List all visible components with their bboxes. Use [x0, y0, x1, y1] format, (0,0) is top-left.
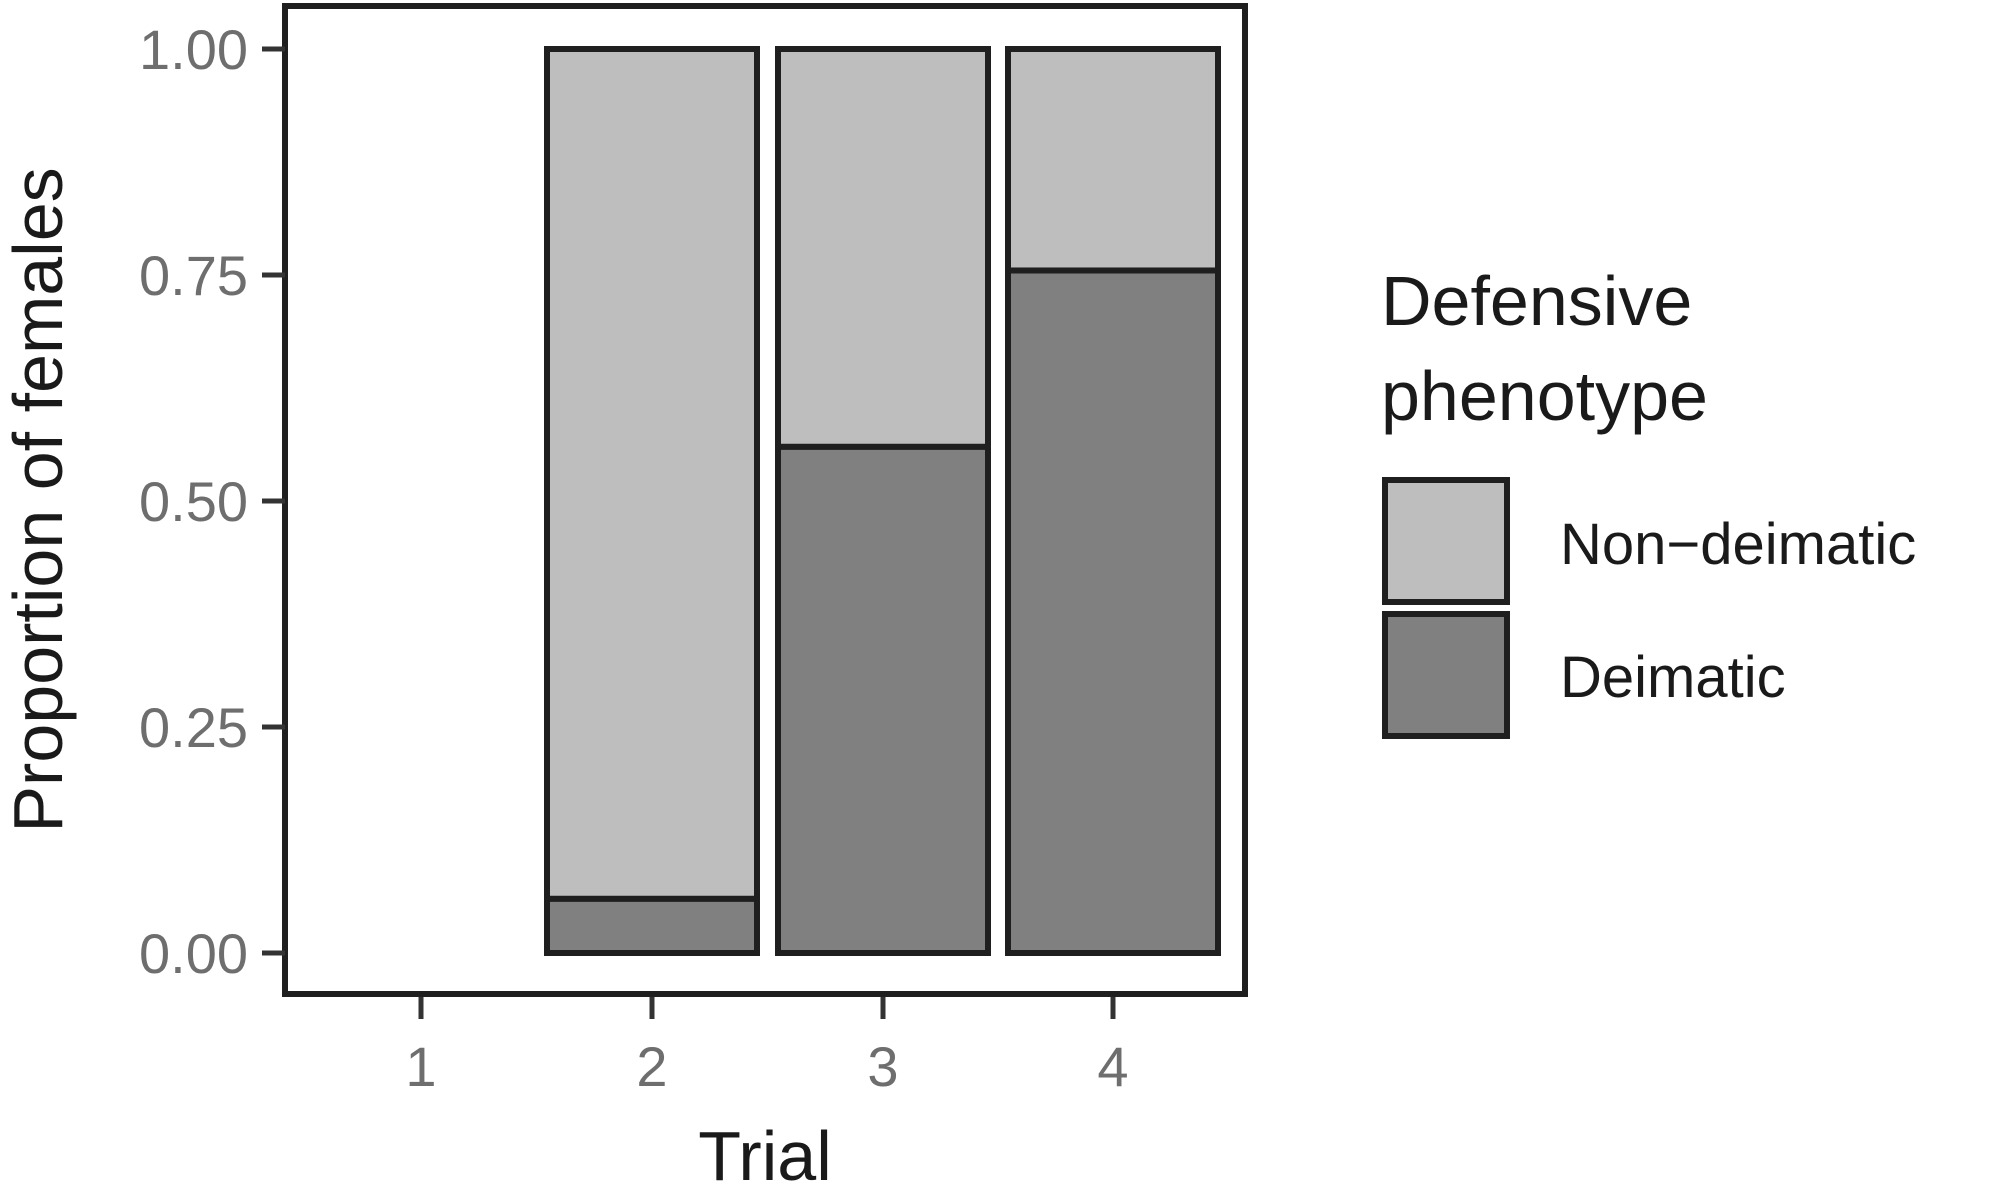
- legend-title-line-2: phenotype: [1381, 357, 1708, 435]
- y-tick-label-1.00: 1.00: [139, 18, 248, 81]
- legend-key-deimatic: [1382, 611, 1510, 739]
- legend-key-non-deimatic: [1382, 477, 1510, 605]
- y-tick-label-0.25: 0.25: [139, 696, 248, 759]
- legend-title-line-1: Defensive: [1381, 262, 1692, 340]
- x-tick-label-1: 1: [405, 1035, 436, 1098]
- y-axis-title: Proportion of females: [0, 167, 77, 832]
- y-axis: 0.00 0.25 0.50 0.75 1.00: [139, 18, 285, 985]
- x-tick-label-3: 3: [867, 1035, 898, 1098]
- x-tick-label-2: 2: [636, 1035, 667, 1098]
- x-axis-title: Trial: [698, 1117, 832, 1195]
- y-tick-label-0.50: 0.50: [139, 470, 248, 533]
- y-tick-label-0.75: 0.75: [139, 244, 248, 307]
- legend-label-deimatic: Deimatic: [1560, 645, 1786, 710]
- x-axis: 1 2 3 4: [405, 997, 1129, 1098]
- bar-segment-trial-3-non-deimatic: [775, 46, 991, 450]
- bar-segment-trial-2-deimatic: [544, 895, 760, 957]
- legend: Defensive phenotype Non−deimatic Deimati…: [1381, 262, 1916, 739]
- legend-label-non-deimatic: Non−deimatic: [1560, 512, 1916, 577]
- y-tick-label-0.00: 0.00: [139, 922, 248, 985]
- bar-segment-trial-4-non-deimatic: [1005, 46, 1221, 274]
- bar-segment-trial-2-non-deimatic: [544, 46, 760, 902]
- bars-layer: [544, 46, 1221, 957]
- bar-segment-trial-4-deimatic: [1005, 267, 1221, 957]
- bar-segment-trial-3-deimatic: [775, 443, 991, 956]
- x-tick-label-4: 4: [1097, 1035, 1128, 1098]
